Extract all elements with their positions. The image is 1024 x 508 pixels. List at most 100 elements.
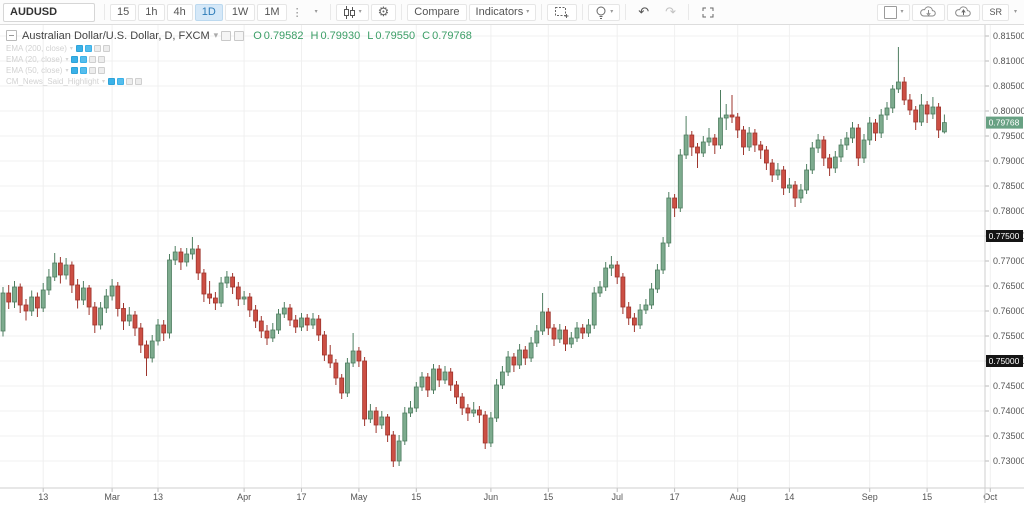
- redo-button[interactable]: ↷: [658, 4, 683, 21]
- settings-icon[interactable]: [234, 30, 245, 41]
- candle-body: [362, 360, 368, 420]
- candle-body: [465, 407, 471, 414]
- toolbar-separator: [541, 4, 543, 20]
- style-icon[interactable]: [84, 45, 92, 52]
- candle-body: [276, 313, 281, 331]
- candle-body: [454, 384, 459, 398]
- candle-body: [781, 169, 786, 189]
- candle-body: [488, 417, 494, 444]
- candle-body: [344, 362, 350, 394]
- candle-body: [476, 409, 482, 416]
- interval-button-1h[interactable]: 1h: [138, 3, 165, 21]
- delete-icon[interactable]: [98, 67, 106, 74]
- eye-icon[interactable]: [75, 45, 83, 52]
- candle-body: [471, 409, 477, 414]
- candle-body: [666, 197, 672, 244]
- chevron-down-icon[interactable]: ▾: [213, 30, 219, 40]
- candle-body: [752, 132, 758, 146]
- candle-body: [92, 306, 98, 326]
- settings-icon[interactable]: [93, 45, 101, 52]
- candlestick-chart[interactable]: 0.81500 0.81000 0.80500 0.80000 0.79500 0.790…: [0, 25, 1024, 503]
- chevron-down-icon: ▾: [526, 9, 530, 15]
- settings-icon[interactable]: [89, 56, 97, 63]
- indicator-label[interactable]: CM_News_Said_Highlight: [6, 77, 99, 86]
- more-intervals-icon[interactable]: ⋮: [291, 6, 303, 19]
- compare-button[interactable]: Compare: [407, 3, 467, 21]
- candle-body: [758, 144, 764, 151]
- chevron-down-icon[interactable]: ▾: [101, 79, 105, 85]
- style-icon[interactable]: [116, 78, 124, 85]
- gear-icon: ⚙: [377, 4, 390, 19]
- candle-body: [98, 307, 103, 326]
- indicators-button[interactable]: Indicators ▾: [468, 3, 537, 21]
- settings-button[interactable]: ⚙: [370, 3, 397, 21]
- delete-icon[interactable]: [134, 78, 142, 85]
- chart-style-button[interactable]: ▾: [335, 3, 369, 21]
- load-chart-button[interactable]: [912, 3, 946, 21]
- add-alert-button[interactable]: [547, 3, 578, 21]
- candle-body: [614, 264, 620, 278]
- low-label: L: [367, 29, 374, 42]
- interval-button-1D[interactable]: 1D: [194, 3, 223, 21]
- high-value: 0.79930: [320, 29, 361, 42]
- time-tick-label: Jun: [484, 492, 499, 502]
- indicator-label[interactable]: EMA (200, close): [6, 44, 67, 53]
- high-label: H: [310, 29, 319, 42]
- candle-body: [184, 253, 190, 263]
- candle-body: [764, 149, 769, 164]
- candle-body: [545, 311, 551, 329]
- eye-icon[interactable]: [71, 67, 79, 74]
- save-chart-button[interactable]: [947, 3, 981, 21]
- candle-body: [402, 412, 408, 442]
- style-icon[interactable]: [80, 56, 88, 63]
- candle-body: [517, 349, 522, 366]
- symbol-input[interactable]: AUDUSD: [3, 2, 95, 22]
- candle-body: [230, 276, 236, 288]
- legend-collapse-icon[interactable]: [6, 30, 17, 41]
- chevron-down-icon[interactable]: ▾: [69, 46, 73, 52]
- ideas-button[interactable]: ▾: [588, 3, 621, 21]
- chart-area: 0.81500 0.81000 0.80500 0.80000 0.79500 0.790…: [0, 25, 1024, 503]
- indicator-label[interactable]: EMA (20, close): [6, 55, 63, 64]
- undo-button[interactable]: ↶: [631, 4, 656, 21]
- delete-icon[interactable]: [98, 56, 106, 63]
- eye-icon[interactable]: [107, 78, 115, 85]
- candle-body: [896, 81, 901, 90]
- chevron-down-icon[interactable]: ▾: [65, 57, 69, 63]
- eye-icon[interactable]: [71, 56, 79, 63]
- sr-dropdown-button[interactable]: ▾: [1011, 4, 1020, 21]
- delete-icon[interactable]: [102, 45, 110, 52]
- candle-body: [436, 368, 442, 381]
- fullscreen-button[interactable]: [694, 4, 722, 21]
- price-tick-label: 0.77000: [993, 256, 1024, 266]
- settings-icon[interactable]: [89, 67, 97, 74]
- time-tick-label: 15: [922, 492, 932, 502]
- candle-body: [626, 306, 632, 319]
- eye-icon[interactable]: [221, 30, 232, 41]
- candle-body: [316, 318, 322, 336]
- time-tick-label: 15: [411, 492, 421, 502]
- interval-button-4h[interactable]: 4h: [166, 3, 193, 21]
- indicator-label[interactable]: EMA (50, close): [6, 66, 63, 75]
- candle-body: [218, 282, 224, 304]
- layout-select-button[interactable]: ▾: [877, 3, 911, 21]
- intervals-dropdown-button[interactable]: ▾: [308, 4, 325, 21]
- style-icon[interactable]: [80, 67, 88, 74]
- candle-body: [580, 327, 586, 334]
- candle-body: [138, 327, 144, 346]
- chevron-down-icon[interactable]: ▾: [65, 68, 69, 74]
- candle-body: [35, 296, 40, 309]
- candle-body: [718, 117, 723, 146]
- toolbar-separator: [329, 4, 331, 20]
- interval-button-1M[interactable]: 1M: [257, 3, 287, 21]
- settings-icon[interactable]: [125, 78, 133, 85]
- sr-button[interactable]: SR: [982, 3, 1009, 21]
- candle-body: [241, 296, 247, 300]
- symbol-title[interactable]: Australian Dollar/U.S. Dollar, D, FXCM: [22, 29, 210, 42]
- candle-body: [327, 354, 333, 364]
- candle-body: [522, 349, 528, 359]
- candle-body: [551, 327, 557, 340]
- candle-body: [6, 292, 12, 303]
- interval-button-15[interactable]: 15: [110, 3, 137, 21]
- interval-button-1W[interactable]: 1W: [224, 3, 256, 21]
